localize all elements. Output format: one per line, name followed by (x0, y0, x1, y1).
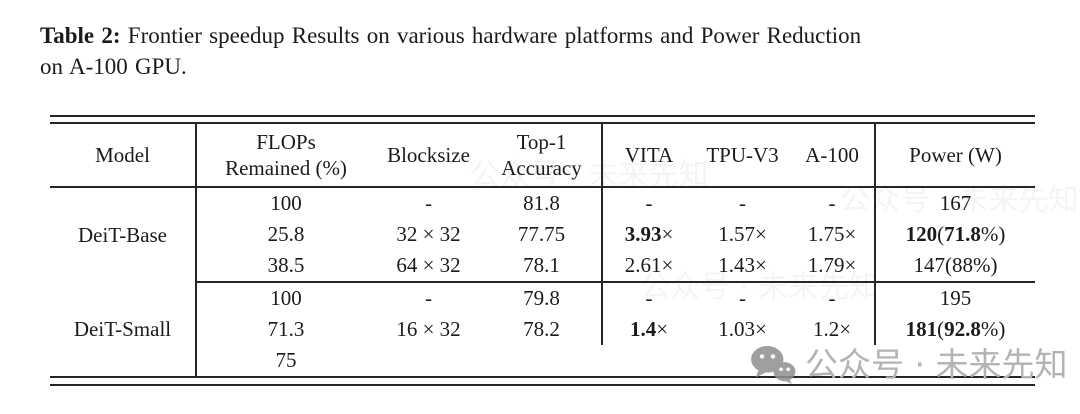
column-header-vita: VITA (602, 124, 695, 188)
table-cell: 1.57× (718, 222, 767, 246)
table-top-double-rule (50, 115, 1035, 124)
table-cell: - (645, 286, 653, 310)
results-table: Model FLOPs Remained (%) Blocksize Top-1 Accu… (50, 124, 1035, 376)
wechat-icon (751, 345, 796, 385)
table-cell (482, 345, 602, 376)
table-cell: 78.1 (482, 250, 603, 283)
table-cell: 1.4× (629, 317, 669, 341)
table-cell: - (425, 286, 432, 310)
table-cell: 1.03× (718, 317, 767, 341)
table-cell (602, 345, 695, 376)
column-header-top-1: Top-1 Accuracy (482, 124, 603, 188)
table-cell: - (739, 286, 746, 310)
table-cell: 75 (275, 348, 297, 372)
table-row: DeiT-Small 100 - 79.8 - - - 195 (50, 282, 1035, 376)
column-header-a-100: A-100 (790, 124, 876, 188)
model-cell: DeiT-Base (50, 187, 197, 282)
table-cell: 1.79× (790, 250, 876, 283)
caption-line2: on A-100 GPU. (40, 54, 187, 79)
table-cell: 195 (939, 286, 972, 310)
table-cell: 81.8 (482, 187, 603, 219)
table-cell: 1.2× (790, 314, 876, 345)
table-row: DeiT-Base 100 - 81.8 - - - 167 (50, 187, 1035, 282)
table-cell: 71.3 (267, 317, 305, 341)
column-header-flops: FLOPs Remained (%) (196, 124, 375, 188)
caption-label: Table 2: (40, 23, 121, 48)
table-cell: 16 × 32 (396, 317, 461, 341)
table-cell: 100 (270, 286, 302, 310)
table-cell: 77.75 (482, 219, 603, 250)
table-cell: 1.43× (695, 250, 790, 283)
column-header-model: Model (50, 124, 197, 188)
table-cell: - (790, 282, 876, 314)
table-caption: Table 2: Frontier speedup Results on var… (40, 20, 1050, 82)
table-cell: - (645, 191, 653, 215)
table-row: 25.8 32 × 32 77.75 3.93× 1.57× 1.75× 120(71.8%… (50, 219, 1035, 250)
table-cell: - (790, 187, 876, 219)
table-cell: 2.61× (602, 250, 695, 283)
caption-line1: Frontier speedup Results on various hard… (127, 23, 862, 48)
header-row: Model FLOPs Remained (%) Blocksize Top-1 Accu… (50, 124, 1035, 188)
table-cell: 100 (270, 191, 302, 215)
table-bottom-double-rule (50, 376, 1035, 386)
table-cell: 32 × 32 (396, 222, 461, 246)
table-cell: 3.93× (624, 222, 674, 246)
table-cell: - (739, 191, 746, 215)
column-header-power-w: Power (W) (875, 124, 1035, 188)
table-cell: 167 (939, 191, 972, 215)
model-cell: DeiT-Small (50, 282, 197, 376)
table-cell: - (425, 191, 432, 215)
column-header-tpu-v3: TPU-V3 (695, 124, 790, 188)
table-cell: 1.75× (790, 219, 876, 250)
table-row: 71.3 16 × 32 78.2 1.4× 1.03× 1.2× 181(92.8%) (50, 314, 1035, 345)
table-row: 75 (50, 345, 1035, 376)
watermark: 公众号 · 未来先知 (750, 340, 1067, 390)
watermark-text: 公众号 · 未来先知 (805, 345, 1068, 384)
table-row: 38.5 64 × 32 78.1 2.61× 1.43× 1.79× 147(88%) (50, 250, 1035, 283)
table-cell (375, 345, 482, 376)
table-cell: 25.8 (267, 222, 305, 246)
table-cell: 79.8 (482, 282, 603, 314)
table-cell: 181(92.8%) (905, 317, 1006, 341)
table-cell: 120(71.8%) (905, 222, 1006, 246)
results-table-container: Model FLOPs Remained (%) Blocksize Top-1 Accu… (50, 115, 1035, 386)
table-cell: 147(88%) (875, 250, 1035, 283)
table-cell: 38.5 (196, 250, 375, 283)
table-cell: 64 × 32 (375, 250, 482, 283)
column-header-blocksize: Blocksize (375, 124, 482, 188)
table-cell: 78.2 (482, 314, 603, 345)
